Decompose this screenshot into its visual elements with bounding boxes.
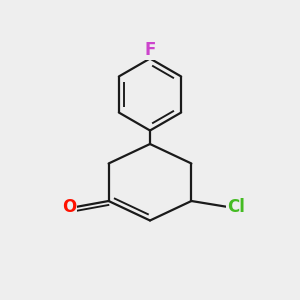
Text: O: O	[62, 198, 76, 216]
Text: F: F	[144, 41, 156, 59]
Text: Cl: Cl	[227, 198, 245, 216]
